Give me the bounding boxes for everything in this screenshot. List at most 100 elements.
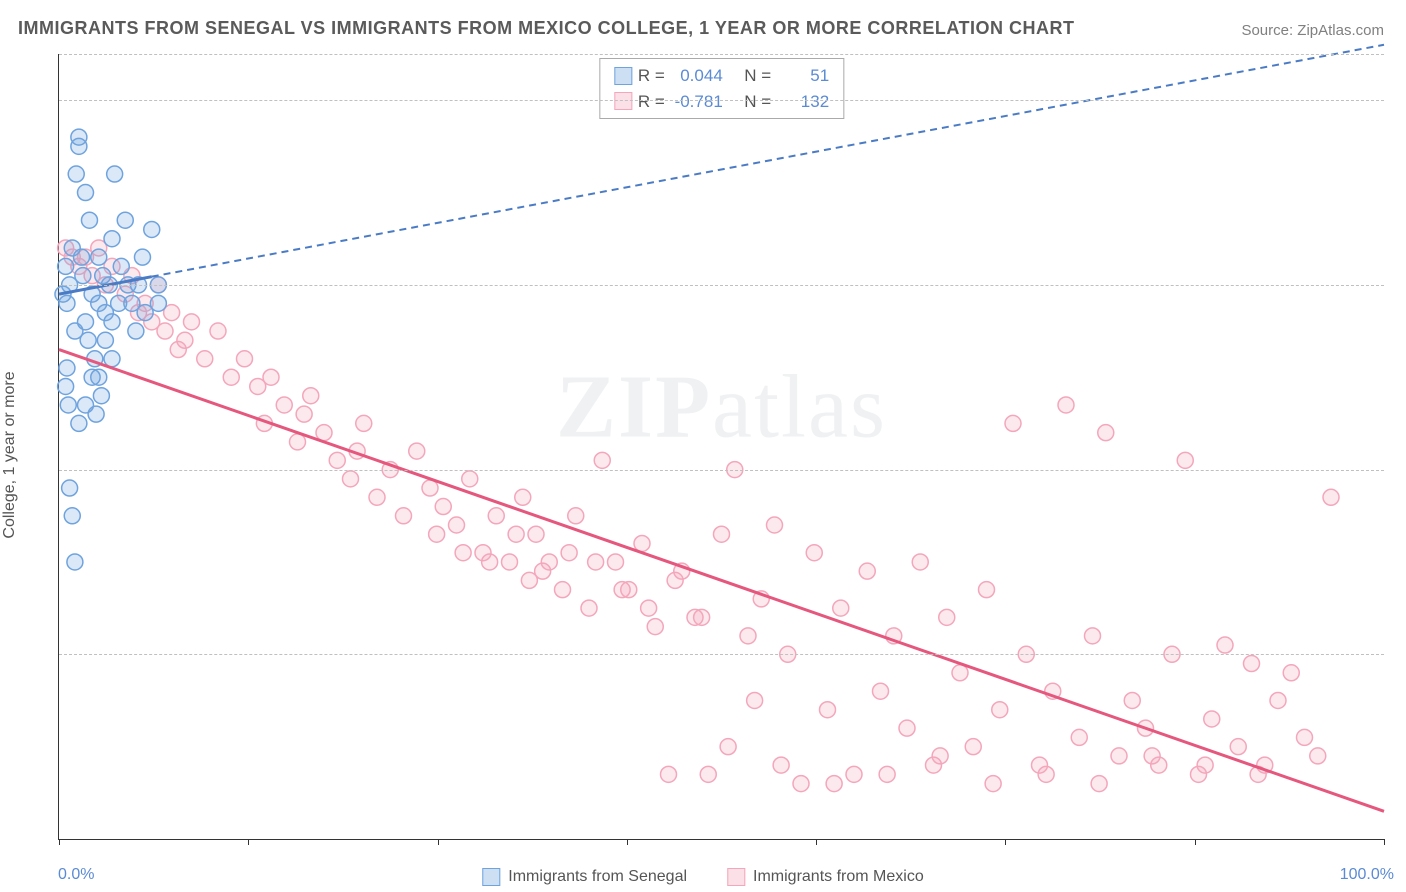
ytick-label: 40.0% — [1394, 461, 1406, 479]
scatter-point — [75, 268, 91, 284]
scatter-point — [873, 683, 889, 699]
scatter-point — [58, 258, 74, 274]
scatter-point — [81, 212, 97, 228]
plot-area: ZIPatlas R = 0.044 N = 51 R = -0.781 N =… — [58, 54, 1384, 840]
scatter-point — [939, 609, 955, 625]
scatter-point — [1197, 757, 1213, 773]
scatter-point — [985, 776, 1001, 792]
scatter-point — [793, 776, 809, 792]
scatter-point — [502, 554, 518, 570]
scatter-point — [329, 452, 345, 468]
scatter-point — [515, 489, 531, 505]
scatter-point — [303, 388, 319, 404]
scatter-point — [833, 600, 849, 616]
scatter-point — [1310, 748, 1326, 764]
gridline-h — [59, 654, 1384, 655]
legend-swatch-senegal — [482, 868, 500, 886]
gridline-top — [59, 54, 1384, 55]
scatter-point — [107, 166, 123, 182]
scatter-point — [641, 600, 657, 616]
gridline-h — [59, 100, 1384, 101]
gridline-h — [59, 470, 1384, 471]
scatter-point — [1091, 776, 1107, 792]
gridline-h — [59, 285, 1384, 286]
chart-container: IMMIGRANTS FROM SENEGAL VS IMMIGRANTS FR… — [0, 0, 1406, 892]
scatter-point — [91, 369, 107, 385]
xtick-label-end: 100.0% — [1340, 866, 1394, 884]
stat-r-mexico: -0.781 — [671, 89, 723, 115]
scatter-svg — [59, 54, 1384, 839]
scatter-point — [78, 185, 94, 201]
legend-item-senegal: Immigrants from Senegal — [482, 868, 687, 886]
scatter-point — [952, 665, 968, 681]
scatter-point — [820, 702, 836, 718]
scatter-point — [150, 295, 166, 311]
xtick — [248, 839, 249, 845]
scatter-point — [1058, 397, 1074, 413]
scatter-point — [508, 526, 524, 542]
scatter-point — [979, 582, 995, 598]
scatter-point — [435, 499, 451, 515]
scatter-point — [144, 221, 160, 237]
stat-legend: R = 0.044 N = 51 R = -0.781 N = 132 — [599, 58, 844, 119]
scatter-point — [1323, 489, 1339, 505]
scatter-point — [59, 295, 75, 311]
ytick-label: 80.0% — [1394, 91, 1406, 109]
scatter-point — [210, 323, 226, 339]
scatter-point — [1085, 628, 1101, 644]
scatter-point — [588, 554, 604, 570]
scatter-point — [422, 480, 438, 496]
swatch-senegal — [614, 67, 632, 85]
scatter-point — [714, 526, 730, 542]
stat-n-label-2: N = — [744, 89, 771, 115]
scatter-point — [1071, 729, 1087, 745]
scatter-point — [117, 212, 133, 228]
scatter-point — [667, 572, 683, 588]
scatter-point — [1144, 748, 1160, 764]
scatter-point — [80, 332, 96, 348]
scatter-point — [97, 332, 113, 348]
scatter-point — [992, 702, 1008, 718]
scatter-point — [78, 397, 94, 413]
scatter-point — [1005, 415, 1021, 431]
legend-label-mexico: Immigrants from Mexico — [753, 868, 924, 886]
stat-n-senegal: 51 — [777, 63, 829, 89]
legend-swatch-mexico — [727, 868, 745, 886]
scatter-point — [78, 314, 94, 330]
scatter-point — [60, 397, 76, 413]
scatter-point — [409, 443, 425, 459]
scatter-point — [1270, 692, 1286, 708]
scatter-point — [912, 554, 928, 570]
scatter-point — [369, 489, 385, 505]
scatter-point — [700, 766, 716, 782]
scatter-point — [296, 406, 312, 422]
scatter-point — [1283, 665, 1299, 681]
stat-n-mexico: 132 — [777, 89, 829, 115]
scatter-point — [276, 397, 292, 413]
scatter-point — [59, 360, 75, 376]
scatter-point — [1098, 425, 1114, 441]
scatter-point — [197, 351, 213, 367]
scatter-point — [91, 249, 107, 265]
xtick — [627, 839, 628, 845]
scatter-point — [1230, 739, 1246, 755]
stat-r-label-2: R = — [638, 89, 665, 115]
xtick — [438, 839, 439, 845]
scatter-point — [104, 314, 120, 330]
y-axis-label: College, 1 year or more — [1, 371, 19, 538]
scatter-point — [263, 369, 279, 385]
scatter-point — [482, 554, 498, 570]
stat-n-label: N = — [744, 63, 771, 89]
scatter-point — [1217, 637, 1233, 653]
scatter-point — [93, 388, 109, 404]
scatter-point — [68, 166, 84, 182]
scatter-point — [396, 508, 412, 524]
xtick — [816, 839, 817, 845]
chart-title: IMMIGRANTS FROM SENEGAL VS IMMIGRANTS FR… — [18, 18, 1075, 39]
scatter-point — [343, 471, 359, 487]
scatter-point — [932, 748, 948, 764]
scatter-point — [177, 332, 193, 348]
stat-row-senegal: R = 0.044 N = 51 — [614, 63, 829, 89]
legend-item-mexico: Immigrants from Mexico — [727, 868, 924, 886]
source-attribution: Source: ZipAtlas.com — [1241, 22, 1384, 39]
